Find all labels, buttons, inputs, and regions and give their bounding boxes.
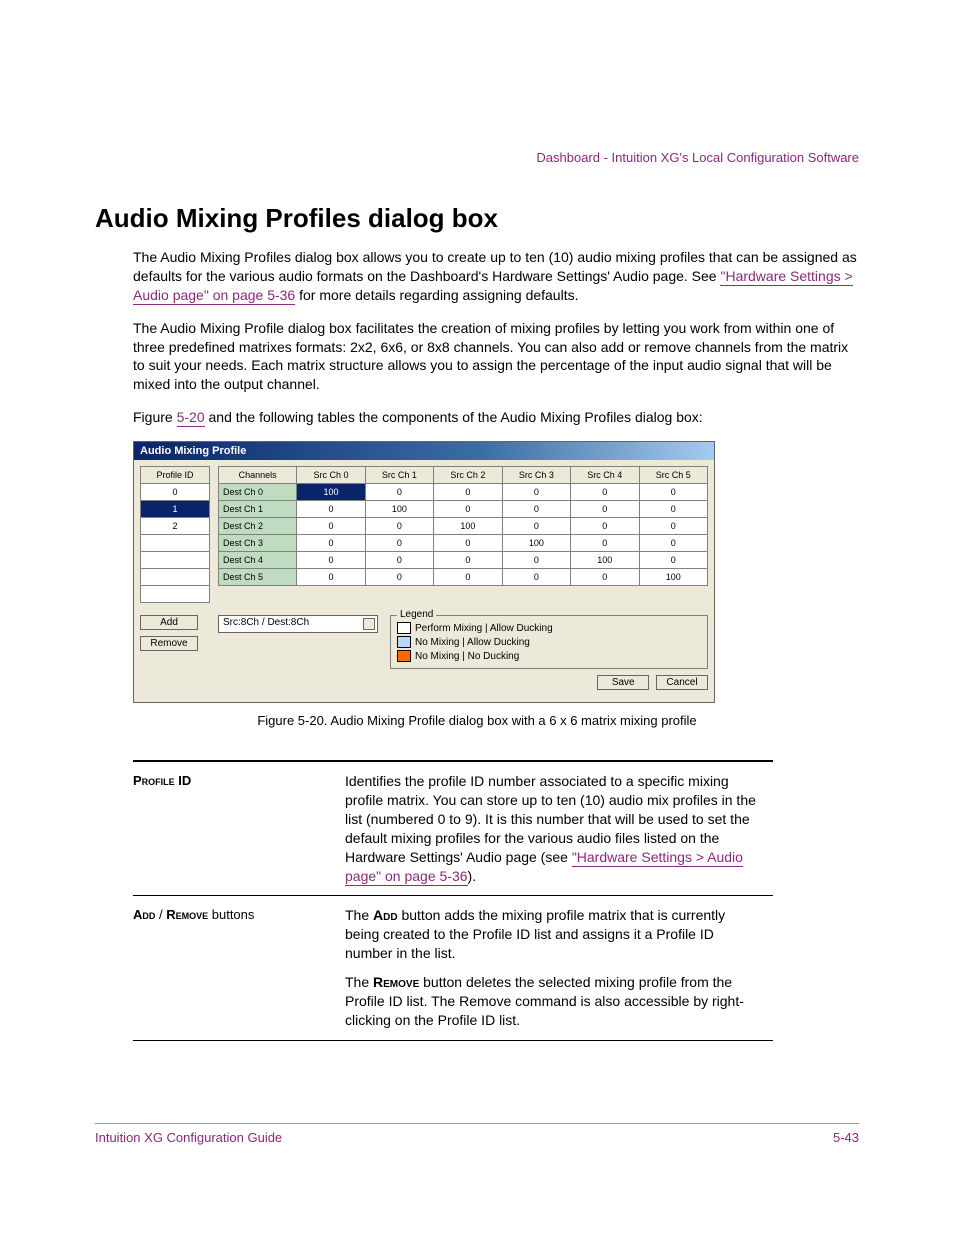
text: Add [373, 907, 398, 923]
text: The [345, 907, 373, 923]
profile-buttons: Add Remove [140, 615, 210, 657]
dialog-bottom-buttons: Save Cancel [134, 675, 714, 702]
table-row: Add / Remove buttons The Add button adds… [133, 896, 773, 1040]
table-row: Profile ID Identifies the profile ID num… [133, 761, 773, 896]
text: The [345, 974, 373, 990]
audio-mixing-profile-dialog: Audio Mixing Profile Profile ID012 Chann… [133, 441, 715, 703]
matrix-size-dropdown[interactable]: Src:8Ch / Dest:8Ch [218, 615, 378, 633]
intro-paragraph-3: Figure 5-20 and the following tables the… [133, 408, 859, 427]
add-button[interactable]: Add [140, 615, 198, 630]
footer-left: Intuition XG Configuration Guide [95, 1130, 282, 1145]
legend-item: No Mixing | No Ducking [397, 650, 701, 662]
legend-title: Legend [397, 609, 436, 620]
figure-caption: Figure 5-20. Audio Mixing Profile dialog… [95, 713, 859, 728]
mixing-matrix-table[interactable]: ChannelsSrc Ch 0Src Ch 1Src Ch 2Src Ch 3… [218, 466, 708, 586]
text: and the following tables the components … [205, 409, 703, 425]
running-header: Dashboard - Intuition XG's Local Configu… [95, 150, 859, 165]
footer-right: 5-43 [833, 1130, 859, 1145]
text: ). [468, 868, 477, 884]
intro-paragraph-1: The Audio Mixing Profiles dialog box all… [133, 248, 859, 305]
text: for more details regarding assigning def… [295, 287, 578, 303]
desc-profile-id: Identifies the profile ID number associa… [345, 761, 773, 896]
term-add-remove: Add / Remove buttons [133, 896, 345, 1040]
dialog-titlebar: Audio Mixing Profile [134, 442, 714, 460]
profile-id-column: Profile ID012 [140, 466, 210, 603]
term-profile-id: Profile ID [133, 761, 345, 896]
dialog-controls-row: Add Remove Src:8Ch / Dest:8Ch Legend Per… [134, 609, 714, 675]
legend: Legend Perform Mixing | Allow DuckingNo … [390, 615, 708, 669]
link-figure-5-20[interactable]: 5-20 [177, 409, 205, 427]
legend-item: No Mixing | Allow Ducking [397, 636, 701, 648]
text: Remove [373, 974, 419, 990]
legend-item: Perform Mixing | Allow Ducking [397, 622, 701, 634]
body-block: The Audio Mixing Profiles dialog box all… [95, 248, 859, 427]
definitions-table: Profile ID Identifies the profile ID num… [133, 760, 773, 1041]
desc-add-remove: The Add button adds the mixing profile m… [345, 896, 773, 1040]
profile-id-table[interactable]: Profile ID012 [140, 466, 210, 603]
section-title: Audio Mixing Profiles dialog box [95, 203, 859, 234]
page-footer: Intuition XG Configuration Guide 5-43 [95, 1123, 859, 1145]
text: button adds the mixing profile matrix th… [345, 907, 725, 961]
mixing-matrix: ChannelsSrc Ch 0Src Ch 1Src Ch 2Src Ch 3… [218, 466, 708, 603]
dialog-body: Profile ID012 ChannelsSrc Ch 0Src Ch 1Sr… [134, 460, 714, 609]
intro-paragraph-2: The Audio Mixing Profile dialog box faci… [133, 319, 859, 395]
cancel-button[interactable]: Cancel [656, 675, 708, 690]
text: Figure [133, 409, 177, 425]
document-page: Dashboard - Intuition XG's Local Configu… [0, 0, 954, 1235]
save-button[interactable]: Save [597, 675, 649, 690]
remove-button[interactable]: Remove [140, 636, 198, 651]
